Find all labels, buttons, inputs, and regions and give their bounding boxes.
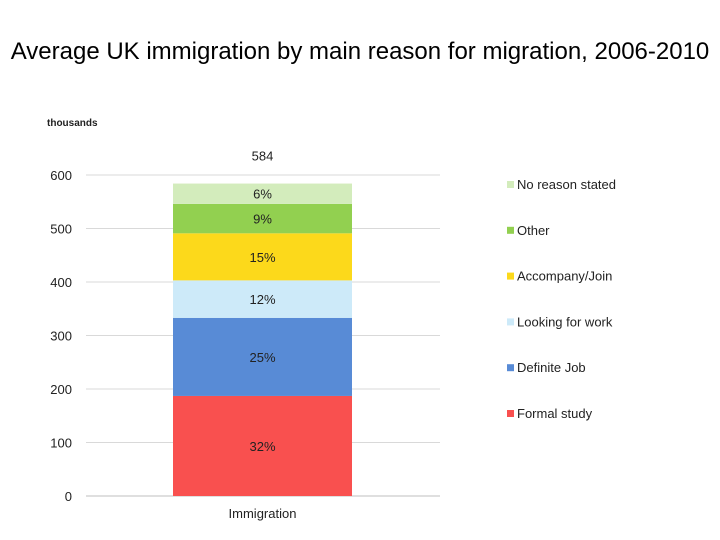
x-tick-label: Immigration (229, 506, 297, 521)
y-tick-label: 100 (50, 436, 72, 451)
legend-swatch (507, 226, 514, 234)
segment-label: 6% (253, 187, 272, 202)
bar-segment (173, 233, 352, 281)
y-axis-unit-label: thousands (47, 118, 98, 129)
bar-segment (173, 203, 352, 234)
legend-item: Other (507, 223, 550, 238)
legend-item: Definite Job (507, 360, 586, 375)
bar-segment (173, 280, 352, 318)
legend-swatch (507, 272, 514, 280)
x-axis: Immigration (229, 506, 297, 521)
bar-segment (173, 317, 352, 396)
segment-label: 15% (249, 250, 275, 265)
segment-label: 9% (253, 212, 272, 227)
y-axis: 0 100 200 300 400 500 600 (50, 168, 72, 504)
legend-item: Accompany/Join (507, 269, 612, 284)
segment-label: 32% (249, 439, 275, 454)
segment-label: 12% (249, 292, 275, 307)
legend-swatch (507, 181, 514, 188)
legend-item: Looking for work (507, 314, 613, 329)
legend-swatch (507, 318, 514, 326)
legend-label: Formal study (517, 406, 593, 421)
y-tick-label: 200 (50, 382, 72, 397)
chart-title: Average UK immigration by main reason fo… (10, 38, 710, 65)
legend-label: Other (517, 223, 550, 238)
legend-label: No reason stated (517, 177, 616, 192)
legend-swatch (507, 410, 514, 417)
legend-label: Accompany/Join (517, 269, 612, 284)
bar-segment (173, 395, 352, 496)
bar-segments (173, 183, 352, 496)
y-tick-label: 400 (50, 275, 72, 290)
total-label: 584 (252, 149, 274, 164)
legend-label: Looking for work (517, 314, 613, 329)
legend-item: Formal study (507, 406, 593, 421)
segment-label: 25% (249, 350, 275, 365)
legend-item: No reason stated (507, 177, 616, 192)
legend: No reason stated Other Accompany/Join Looki… (507, 177, 616, 421)
y-tick-label: 0 (65, 489, 72, 504)
y-tick-label: 300 (50, 329, 72, 344)
legend-label: Definite Job (517, 360, 586, 375)
y-tick-label: 500 (50, 222, 72, 237)
segment-labels: 32% 25% 12% 15% 9% 6% (249, 187, 275, 454)
bar-segment (173, 183, 352, 204)
legend-swatch (507, 364, 514, 372)
y-tick-label: 600 (50, 168, 72, 183)
